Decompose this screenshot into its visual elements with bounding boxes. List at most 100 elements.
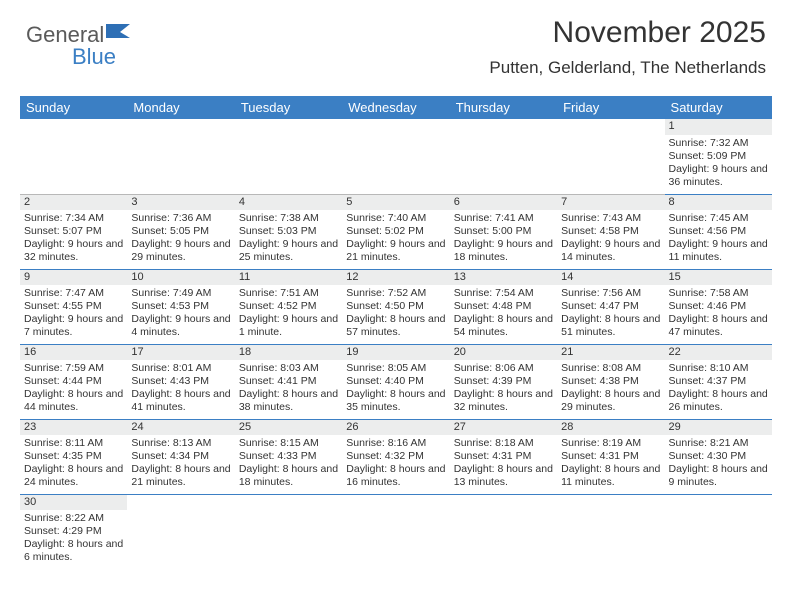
sunrise-text: Sunrise: 7:52 AM: [346, 287, 445, 300]
day-number-cell: 23: [20, 419, 127, 435]
day-info-cell: Sunrise: 8:19 AMSunset: 4:31 PMDaylight:…: [557, 435, 664, 494]
day-number: 8: [669, 196, 675, 208]
sunrise-text: Sunrise: 7:32 AM: [669, 137, 768, 150]
sunset-text: Sunset: 4:31 PM: [561, 450, 660, 463]
day-info-cell: Sunrise: 8:05 AMSunset: 4:40 PMDaylight:…: [342, 360, 449, 419]
day-info-cell: [342, 135, 449, 194]
daylight-text: Daylight: 8 hours and 54 minutes.: [454, 313, 553, 339]
day-number-cell: [665, 494, 772, 510]
daylight-text: Daylight: 9 hours and 36 minutes.: [669, 163, 768, 189]
day-header: Saturday: [665, 96, 772, 119]
sunset-text: Sunset: 4:47 PM: [561, 300, 660, 313]
day-number: 24: [131, 421, 143, 433]
day-info-cell: Sunrise: 8:21 AMSunset: 4:30 PMDaylight:…: [665, 435, 772, 494]
sunset-text: Sunset: 4:40 PM: [346, 375, 445, 388]
day-number-cell: 3: [127, 194, 234, 210]
sunset-text: Sunset: 5:03 PM: [239, 225, 338, 238]
sunrise-text: Sunrise: 7:58 AM: [669, 287, 768, 300]
daylight-text: Daylight: 9 hours and 32 minutes.: [24, 238, 123, 264]
day-info-cell: Sunrise: 8:08 AMSunset: 4:38 PMDaylight:…: [557, 360, 664, 419]
daylight-text: Daylight: 8 hours and 35 minutes.: [346, 388, 445, 414]
day-number-cell: 5: [342, 194, 449, 210]
sunset-text: Sunset: 4:38 PM: [561, 375, 660, 388]
sunset-text: Sunset: 4:35 PM: [24, 450, 123, 463]
day-number-cell: [557, 119, 664, 135]
day-number: 4: [239, 196, 245, 208]
sunset-text: Sunset: 4:58 PM: [561, 225, 660, 238]
daylight-text: Daylight: 8 hours and 21 minutes.: [131, 463, 230, 489]
day-number-cell: 19: [342, 344, 449, 360]
sunrise-text: Sunrise: 8:01 AM: [131, 362, 230, 375]
page-title: November 2025: [553, 16, 766, 50]
day-header-row: Sunday Monday Tuesday Wednesday Thursday…: [20, 96, 772, 119]
sunrise-text: Sunrise: 8:10 AM: [669, 362, 768, 375]
daylight-text: Daylight: 8 hours and 38 minutes.: [239, 388, 338, 414]
day-number-cell: 6: [450, 194, 557, 210]
day-info-cell: [557, 135, 664, 194]
day-number-cell: [235, 494, 342, 510]
day-number: 19: [346, 346, 358, 358]
day-info-cell: Sunrise: 7:36 AMSunset: 5:05 PMDaylight:…: [127, 210, 234, 269]
daylight-text: Daylight: 8 hours and 18 minutes.: [239, 463, 338, 489]
sunrise-text: Sunrise: 8:21 AM: [669, 437, 768, 450]
daylight-text: Daylight: 9 hours and 18 minutes.: [454, 238, 553, 264]
day-number: 23: [24, 421, 36, 433]
day-header: Monday: [127, 96, 234, 119]
sunrise-text: Sunrise: 8:16 AM: [346, 437, 445, 450]
day-info-cell: [235, 510, 342, 569]
day-info-cell: [342, 510, 449, 569]
sunrise-text: Sunrise: 8:19 AM: [561, 437, 660, 450]
sunset-text: Sunset: 4:50 PM: [346, 300, 445, 313]
daylight-text: Daylight: 8 hours and 32 minutes.: [454, 388, 553, 414]
sunrise-text: Sunrise: 7:41 AM: [454, 212, 553, 225]
header: General Blue November 2025 Putten, Gelde…: [20, 18, 772, 90]
daylight-text: Daylight: 8 hours and 26 minutes.: [669, 388, 768, 414]
day-info-cell: Sunrise: 7:49 AMSunset: 4:53 PMDaylight:…: [127, 285, 234, 344]
day-info-cell: Sunrise: 8:13 AMSunset: 4:34 PMDaylight:…: [127, 435, 234, 494]
day-number: 22: [669, 346, 681, 358]
day-info-cell: Sunrise: 8:06 AMSunset: 4:39 PMDaylight:…: [450, 360, 557, 419]
daylight-text: Daylight: 8 hours and 6 minutes.: [24, 538, 123, 564]
daynum-row: 30: [20, 494, 772, 510]
day-info-cell: Sunrise: 7:47 AMSunset: 4:55 PMDaylight:…: [20, 285, 127, 344]
day-number: 5: [346, 196, 352, 208]
daylight-text: Daylight: 9 hours and 25 minutes.: [239, 238, 338, 264]
day-info-cell: Sunrise: 8:18 AMSunset: 4:31 PMDaylight:…: [450, 435, 557, 494]
daylight-text: Daylight: 8 hours and 41 minutes.: [131, 388, 230, 414]
day-number-cell: 25: [235, 419, 342, 435]
day-number: 28: [561, 421, 573, 433]
daylight-text: Daylight: 8 hours and 11 minutes.: [561, 463, 660, 489]
day-number-cell: 18: [235, 344, 342, 360]
sunset-text: Sunset: 4:56 PM: [669, 225, 768, 238]
info-row: Sunrise: 7:32 AMSunset: 5:09 PMDaylight:…: [20, 135, 772, 194]
daylight-text: Daylight: 9 hours and 1 minute.: [239, 313, 338, 339]
day-info-cell: Sunrise: 8:16 AMSunset: 4:32 PMDaylight:…: [342, 435, 449, 494]
day-number-cell: 21: [557, 344, 664, 360]
sunset-text: Sunset: 4:46 PM: [669, 300, 768, 313]
day-number-cell: 11: [235, 269, 342, 285]
day-info-cell: Sunrise: 7:43 AMSunset: 4:58 PMDaylight:…: [557, 210, 664, 269]
day-number-cell: [20, 119, 127, 135]
sunset-text: Sunset: 4:53 PM: [131, 300, 230, 313]
day-number: 26: [346, 421, 358, 433]
day-info-cell: Sunrise: 7:41 AMSunset: 5:00 PMDaylight:…: [450, 210, 557, 269]
day-number-cell: [342, 494, 449, 510]
day-number-cell: 27: [450, 419, 557, 435]
day-number: 25: [239, 421, 251, 433]
day-number-cell: 28: [557, 419, 664, 435]
page-subtitle: Putten, Gelderland, The Netherlands: [489, 58, 766, 78]
day-info-cell: Sunrise: 7:59 AMSunset: 4:44 PMDaylight:…: [20, 360, 127, 419]
daynum-row: 23242526272829: [20, 419, 772, 435]
day-info-cell: [557, 510, 664, 569]
daynum-row: 2345678: [20, 194, 772, 210]
day-number-cell: 2: [20, 194, 127, 210]
day-number: 17: [131, 346, 143, 358]
day-number-cell: [450, 119, 557, 135]
day-info-cell: [665, 510, 772, 569]
sunrise-text: Sunrise: 8:13 AM: [131, 437, 230, 450]
day-number: 18: [239, 346, 251, 358]
sunset-text: Sunset: 4:43 PM: [131, 375, 230, 388]
day-number: 10: [131, 271, 143, 283]
day-info-cell: Sunrise: 8:03 AMSunset: 4:41 PMDaylight:…: [235, 360, 342, 419]
sunset-text: Sunset: 4:55 PM: [24, 300, 123, 313]
